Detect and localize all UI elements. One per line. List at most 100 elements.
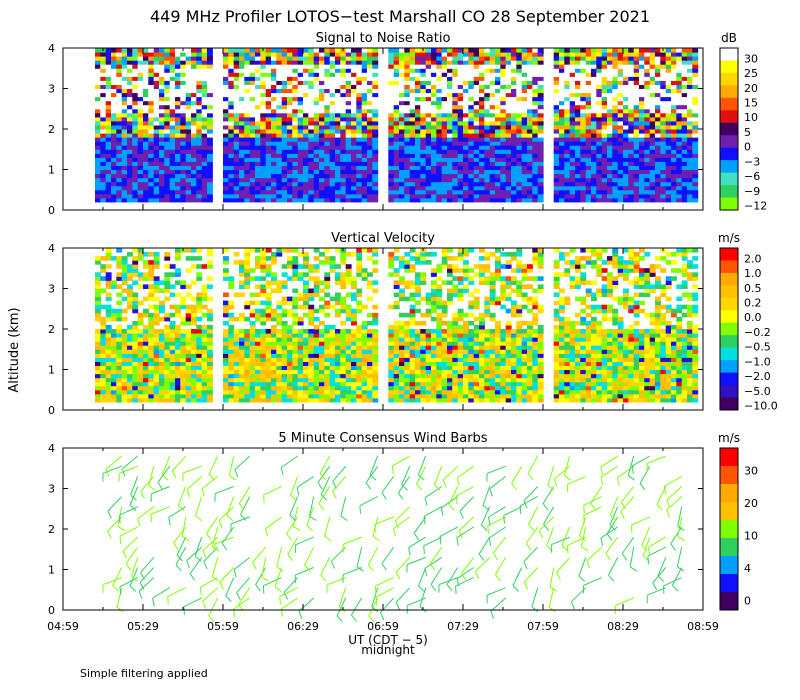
heatmap-cell — [185, 80, 192, 85]
heatmap-cell — [159, 377, 165, 383]
heatmap-cell — [223, 133, 229, 138]
heatmap-cell — [223, 161, 229, 166]
heatmap-cell — [623, 153, 629, 158]
heatmap-cell — [201, 345, 208, 350]
heatmap-cell — [441, 80, 448, 85]
heatmap-cell — [159, 357, 165, 362]
heatmap-cell — [420, 137, 427, 142]
heatmap-cell — [111, 116, 117, 122]
heatmap-cell — [607, 52, 613, 57]
heatmap-cell — [276, 189, 283, 195]
heatmap-cell — [665, 108, 672, 114]
heatmap-cell — [249, 165, 256, 170]
heatmap-cell — [164, 296, 171, 302]
heatmap-cell — [585, 80, 592, 85]
heatmap-cell — [335, 72, 341, 77]
heatmap-cell — [649, 96, 656, 102]
heatmap-cell — [372, 149, 379, 154]
heatmap-cell — [660, 104, 667, 110]
heatmap-cell — [223, 173, 229, 179]
heatmap-cell — [431, 120, 437, 126]
heatmap-cell — [351, 116, 357, 122]
heatmap-cell — [233, 369, 240, 375]
heatmap-cell — [207, 64, 213, 69]
heatmap-cell — [431, 80, 437, 85]
heatmap-cell — [404, 197, 411, 203]
heatmap-cell — [276, 197, 283, 203]
heatmap-cell — [628, 84, 635, 89]
heatmap-cell — [137, 124, 144, 130]
heatmap-cell — [644, 88, 651, 94]
heatmap-cell — [639, 92, 645, 98]
heatmap-cell — [580, 72, 587, 77]
heatmap-cell — [457, 193, 464, 199]
heatmap-cell — [287, 112, 293, 118]
heatmap-cell — [164, 96, 171, 102]
heatmap-cell — [447, 193, 453, 199]
heatmap-cell — [580, 56, 587, 61]
heatmap-cell — [447, 173, 453, 179]
heatmap-cell — [404, 76, 411, 81]
heatmap-cell — [399, 96, 405, 102]
heatmap-cell — [127, 193, 133, 199]
heatmap-cell — [617, 157, 624, 162]
heatmap-cell — [436, 100, 443, 106]
heatmap-cell — [105, 316, 112, 322]
heatmap-cell — [228, 161, 235, 166]
heatmap-cell — [511, 185, 517, 191]
heatmap-cell — [95, 129, 101, 134]
heatmap-cell — [143, 129, 149, 134]
heatmap-cell — [676, 76, 683, 81]
heatmap-cell — [228, 373, 235, 379]
heatmap-cell — [329, 76, 336, 81]
heatmap-cell — [660, 181, 667, 187]
heatmap-cell — [191, 397, 197, 403]
heatmap-cell — [180, 120, 187, 126]
heatmap-cell — [484, 92, 491, 98]
heatmap-cell — [665, 153, 672, 158]
heatmap-cell — [596, 169, 603, 175]
heatmap-cell — [143, 385, 149, 391]
heatmap-cell — [500, 108, 507, 114]
heatmap-cell — [463, 177, 469, 183]
heatmap-cell — [287, 157, 293, 162]
heatmap-cell — [479, 189, 485, 195]
heatmap-cell — [121, 137, 128, 142]
heatmap-cell — [367, 68, 373, 73]
heatmap-cell — [105, 133, 112, 138]
heatmap-cell — [239, 165, 245, 170]
heatmap-cell — [175, 341, 181, 346]
heatmap-cell — [249, 80, 256, 85]
heatmap-cell — [601, 185, 608, 191]
heatmap-cell — [505, 120, 512, 126]
heatmap-cell — [159, 124, 165, 130]
colorbar-frame — [719, 47, 739, 211]
heatmap-cell — [692, 76, 699, 81]
heatmap-cell — [207, 248, 213, 253]
heatmap-cell — [175, 64, 181, 69]
heatmap-cell — [521, 177, 528, 183]
heatmap-cell — [564, 165, 571, 170]
heatmap-cell — [639, 88, 645, 94]
heatmap-cell — [399, 133, 405, 138]
heatmap-cell — [617, 108, 624, 114]
heatmap-cell — [409, 173, 416, 179]
heatmap-cell — [95, 72, 101, 77]
heatmap-cell — [153, 264, 160, 269]
heatmap-cell — [255, 76, 261, 81]
heatmap-cell — [345, 60, 352, 65]
heatmap-cell — [249, 248, 256, 253]
heatmap-cell — [180, 333, 187, 338]
heatmap-cell — [260, 56, 267, 61]
heatmap-cell — [159, 337, 165, 342]
heatmap-cell — [121, 145, 128, 150]
heatmap-cell — [244, 389, 251, 395]
heatmap-cell — [367, 197, 373, 203]
heatmap-cell — [431, 165, 437, 170]
heatmap-cell — [351, 60, 357, 65]
heatmap-cell — [324, 149, 331, 154]
heatmap-cell — [244, 189, 251, 195]
heatmap-cell — [692, 64, 699, 69]
heatmap-cell — [233, 96, 240, 102]
heatmap-cell — [180, 52, 187, 57]
